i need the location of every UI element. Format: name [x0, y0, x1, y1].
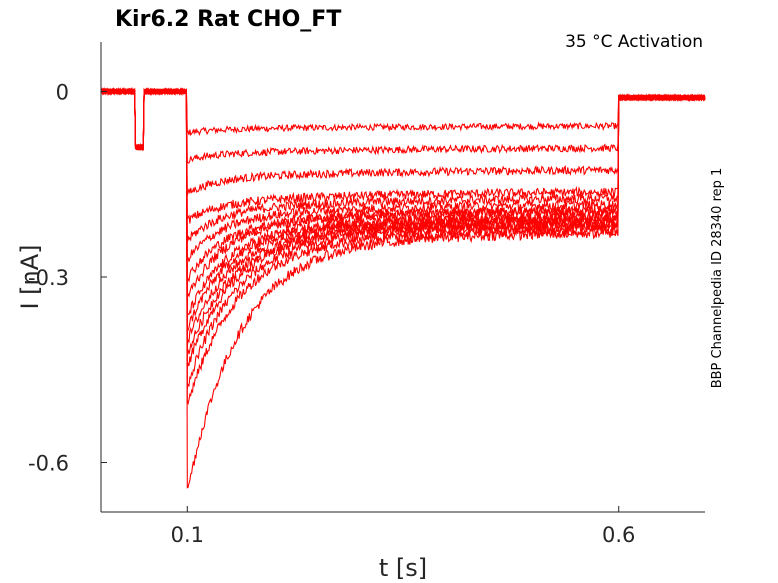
x-axis-label: t [s] [379, 554, 427, 582]
traces [100, 86, 706, 489]
trace-line [100, 87, 706, 196]
y-tick-label: -0.3 [28, 266, 69, 290]
trace-line [100, 87, 706, 368]
trace-line [100, 86, 706, 406]
trace-line [100, 87, 706, 262]
x-tick-label: 0.6 [602, 523, 635, 547]
trace-line [100, 87, 706, 298]
x-tick-label: 0.1 [171, 523, 204, 547]
trace-line [100, 87, 706, 164]
trace-line [100, 87, 706, 224]
chart-annotation: 35 °C Activation [565, 32, 703, 52]
trace-line [100, 87, 706, 243]
side-label: BBP Channelpedia ID 28340 rep 1 [710, 168, 725, 389]
ticks: 0.1 0.6 0 -0.3 -0.6 [28, 80, 635, 547]
y-tick-label: 0 [56, 80, 69, 104]
trace-line [100, 87, 705, 151]
chart-title: Kir6.2 Rat CHO_FT [115, 7, 341, 32]
y-axis-label: I [nA] [16, 244, 44, 309]
y-tick-label: -0.6 [28, 452, 69, 476]
trace-line [101, 87, 706, 489]
